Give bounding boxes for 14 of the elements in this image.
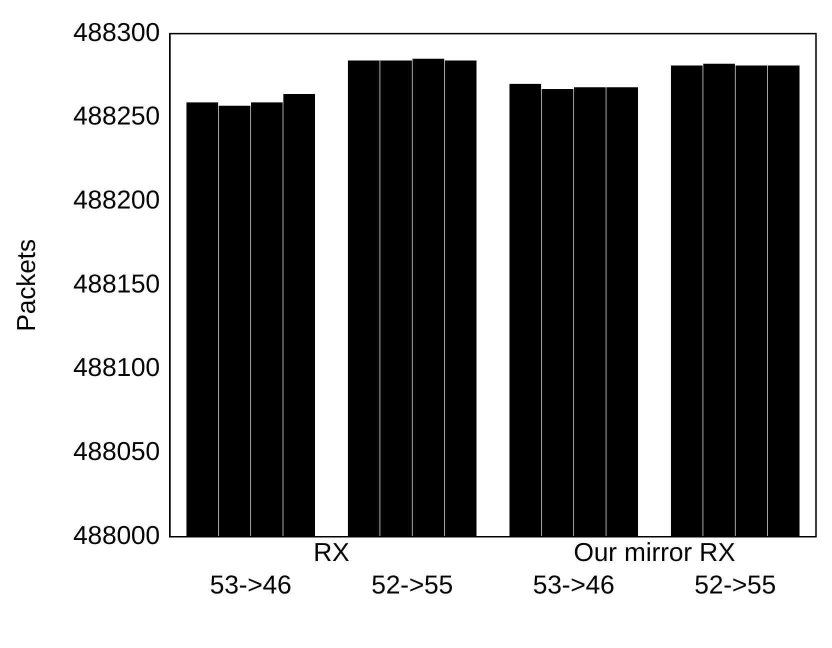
y-axis-title: Packets <box>10 238 41 332</box>
x-tick-label: 53->46 <box>532 570 615 600</box>
annotation: Our mirror RX <box>574 536 736 567</box>
y-tick-label: 488050 <box>73 436 160 466</box>
y-tick-label: 488100 <box>73 352 160 382</box>
x-tick-label: 52->55 <box>371 570 454 600</box>
annotation: RX <box>313 536 350 567</box>
y-tick-label: 488300 <box>73 16 160 47</box>
y-tick-label: 488000 <box>73 520 160 550</box>
x-tick-label: 52->55 <box>694 570 776 600</box>
y-tick-label: 488250 <box>73 100 160 131</box>
y-tick-label: 488150 <box>73 268 160 298</box>
y-tick-label: 488200 <box>73 184 160 215</box>
x-tick-label: 53->46 <box>210 570 292 600</box>
